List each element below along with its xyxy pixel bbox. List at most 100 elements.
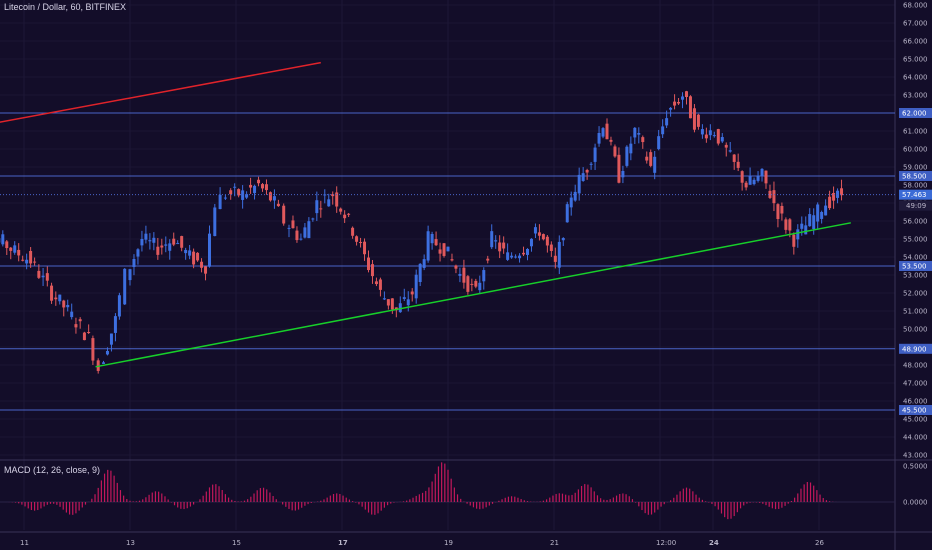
candle-body (617, 154, 621, 183)
candle-body (760, 168, 764, 176)
candle-body (593, 147, 597, 162)
level-price-tag (899, 108, 932, 118)
candle-body (665, 118, 669, 126)
candle-body (363, 241, 367, 255)
candle-body (13, 245, 17, 253)
candle-body (327, 199, 331, 207)
candle-body (402, 297, 406, 299)
candle-body (736, 161, 740, 168)
candle-body (287, 227, 291, 229)
time-axis-tick: 11 (20, 539, 29, 547)
candle-body (804, 225, 808, 235)
price-axis-tick: 45.000 (903, 416, 928, 424)
countdown-tag (899, 200, 932, 211)
candle-body (355, 236, 359, 242)
candle-body (597, 132, 601, 144)
candle-body (688, 96, 692, 119)
candle-body (62, 300, 66, 308)
candle-body (478, 282, 482, 291)
support-trendline (95, 222, 851, 368)
candle-body (261, 184, 264, 189)
candle-body (378, 279, 382, 290)
candle-body (45, 273, 49, 281)
macd-indicator-label[interactable]: MACD (12, 26, close, 9) (4, 465, 101, 475)
candle-body (303, 227, 307, 238)
countdown-tag-label: 49:09 (906, 202, 926, 210)
candle-body (712, 135, 716, 137)
chart-title: Litecoin / Dollar, 60, BITFINEX (4, 2, 127, 12)
candle-body (105, 351, 109, 355)
candle-body (649, 152, 653, 166)
candle-body (272, 196, 276, 201)
candle-body (573, 191, 577, 201)
candle-body (233, 186, 237, 188)
candle-body (406, 299, 410, 306)
candle-body (188, 250, 192, 256)
candle-body (828, 196, 832, 209)
candle-body (700, 129, 704, 135)
candle-body (561, 238, 565, 241)
candle-body (696, 114, 700, 127)
candle-body (569, 197, 573, 208)
candle-body (58, 294, 62, 302)
candle-body (37, 270, 41, 278)
candle-body (370, 264, 374, 277)
current-price-tag-label: 57.463 (902, 191, 927, 199)
candle-body (339, 208, 343, 212)
candle-body (673, 101, 677, 106)
price-axis-tick: 59.000 (903, 164, 928, 172)
candle-body (1, 234, 5, 245)
candle-body (335, 192, 339, 207)
candle-body (708, 130, 712, 136)
price-axis-tick: 44.000 (903, 434, 928, 442)
candle-body (82, 332, 86, 341)
candle-body (454, 265, 458, 269)
candle-body (21, 259, 25, 261)
time-axis-tick: 26 (815, 539, 824, 547)
candle-body (816, 204, 820, 222)
time-axis-tick: 17 (338, 539, 348, 547)
candle-body (128, 269, 132, 281)
price-axis-tick: 66.000 (903, 38, 928, 46)
candle-body (625, 146, 629, 166)
candle-body (213, 207, 217, 237)
candle-body (204, 266, 208, 274)
time-axis-tick: 24 (709, 539, 719, 547)
candle-body (438, 249, 442, 254)
candle-body (282, 205, 286, 224)
price-axis-tick: 43.000 (903, 452, 928, 460)
candle-body (756, 175, 760, 181)
candle-body (410, 291, 414, 295)
candle-body (498, 242, 502, 252)
candle-body (557, 241, 561, 268)
candle-body (645, 156, 649, 161)
price-axis-tick: 60.000 (903, 146, 928, 154)
candle-body (148, 240, 152, 242)
candle-body (74, 324, 78, 328)
candle-body (621, 170, 625, 178)
candle-body (347, 213, 351, 215)
candle-body (70, 311, 74, 318)
level-price-tag-label: 48.900 (902, 345, 927, 353)
candle-body (482, 270, 486, 282)
candle-body (502, 242, 506, 249)
candle-body (442, 243, 446, 256)
level-price-tag (899, 171, 932, 181)
candle-body (506, 252, 510, 260)
price-axis-tick: 48.000 (903, 362, 928, 370)
candle-body (677, 102, 681, 104)
candle-body (319, 208, 323, 210)
candle-body (276, 203, 280, 207)
candle-body (359, 242, 363, 244)
candle-body (772, 190, 776, 204)
candle-body (549, 244, 553, 251)
candle-body (25, 259, 29, 264)
level-price-tag-label: 58.500 (902, 173, 927, 181)
candle-body (218, 194, 222, 210)
candle-body (820, 212, 824, 219)
candle-body (223, 197, 227, 199)
level-price-tag-label: 53.500 (902, 263, 927, 271)
candle-body (140, 239, 144, 246)
